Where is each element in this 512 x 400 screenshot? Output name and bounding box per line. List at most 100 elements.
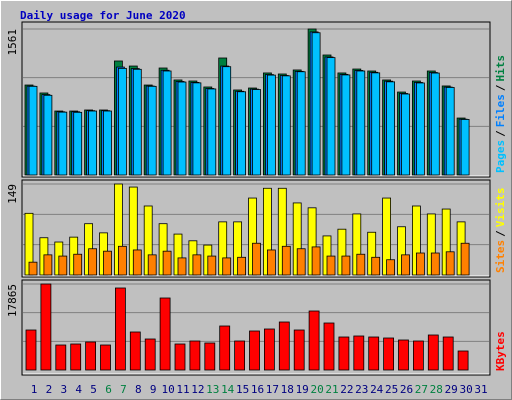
bar	[58, 111, 68, 176]
bar	[368, 336, 380, 371]
bar	[252, 89, 261, 176]
x-tick-label: 5	[90, 383, 97, 396]
bar	[103, 250, 112, 276]
bar	[371, 72, 381, 176]
bar	[207, 88, 217, 176]
x-tick-label: 15	[236, 383, 249, 396]
bar	[103, 110, 112, 176]
bar	[88, 248, 97, 276]
bar	[249, 330, 260, 371]
bar	[43, 94, 53, 176]
bar	[237, 91, 247, 176]
x-tick-label: 30	[459, 383, 472, 396]
x-tick-label: 26	[400, 383, 413, 396]
bar	[293, 329, 305, 371]
bar	[177, 257, 187, 276]
x-tick-label: 10	[161, 383, 174, 396]
bar	[457, 350, 469, 371]
bar	[234, 340, 246, 371]
bar	[162, 70, 172, 176]
bar	[338, 336, 350, 371]
bar	[252, 242, 261, 276]
legend-entry: Pages	[494, 140, 507, 173]
bar	[386, 81, 396, 176]
bar	[296, 71, 306, 176]
x-tick-label: 28	[430, 383, 443, 396]
x-tick-label: 25	[385, 383, 398, 396]
x-tick-label: 17	[266, 383, 279, 396]
x-tick-label: 29	[445, 383, 458, 396]
bar	[43, 254, 53, 276]
bar	[386, 259, 396, 276]
bar	[88, 110, 97, 176]
bar	[308, 310, 320, 371]
bar	[147, 85, 157, 176]
x-tick-label: 4	[75, 383, 82, 396]
bar	[189, 340, 201, 371]
bar	[70, 343, 82, 371]
bar	[132, 249, 142, 276]
bar	[129, 331, 141, 371]
bar	[401, 93, 410, 176]
bar	[222, 257, 232, 276]
bar	[28, 261, 38, 276]
x-tick-label: 19	[296, 383, 309, 396]
bar	[58, 255, 68, 276]
legend: Sites / Visits	[494, 188, 507, 274]
bar	[415, 82, 425, 176]
bar	[460, 242, 470, 276]
x-tick-label: 21	[325, 383, 338, 396]
bar	[192, 82, 202, 176]
bar	[174, 343, 186, 371]
x-tick-label: 23	[355, 383, 368, 396]
bar	[278, 321, 290, 371]
legend-separator: /	[494, 230, 507, 237]
bar	[430, 252, 440, 276]
bar	[356, 70, 366, 176]
bar	[281, 75, 291, 176]
bar	[159, 297, 171, 371]
legend: Pages / Files / Hits	[494, 55, 507, 173]
bar	[207, 255, 217, 276]
x-tick-label: 1	[31, 383, 38, 396]
x-tick-label: 8	[135, 383, 142, 396]
bar	[281, 245, 291, 276]
bar	[296, 248, 306, 276]
bar	[401, 254, 410, 276]
bar	[371, 256, 381, 276]
bar	[356, 253, 366, 276]
bar	[263, 328, 275, 371]
legend-separator: /	[494, 130, 507, 137]
bar	[85, 341, 96, 371]
bar	[144, 338, 156, 371]
x-tick-label: 20	[310, 383, 323, 396]
bar	[147, 254, 157, 276]
bar	[415, 252, 425, 276]
bar	[55, 344, 67, 371]
x-tick-label: 3	[60, 383, 67, 396]
x-tick-label: 13	[206, 383, 219, 396]
bar	[398, 339, 409, 371]
x-tick-label: 22	[340, 383, 353, 396]
x-tick-label: 31	[474, 383, 487, 396]
legend-entry: Files	[494, 94, 507, 127]
bar	[427, 334, 439, 371]
bar	[28, 85, 38, 176]
x-tick-label: 14	[221, 383, 235, 396]
x-tick-label: 7	[120, 383, 127, 396]
legend-entry: Sites	[494, 240, 507, 273]
x-tick-label: 16	[251, 383, 264, 396]
bar	[237, 256, 247, 276]
chart-title: Daily usage for June 2020	[20, 9, 186, 22]
bar	[73, 253, 83, 276]
legend-entry: KBytes	[494, 331, 507, 371]
bar	[115, 287, 126, 371]
bar	[100, 344, 111, 371]
x-tick-label: 12	[191, 383, 204, 396]
bar	[460, 119, 470, 176]
legend-separator: /	[494, 84, 507, 91]
legend: KBytes	[494, 331, 507, 371]
y-tick-label: 17865	[6, 284, 19, 317]
bar	[177, 81, 187, 176]
